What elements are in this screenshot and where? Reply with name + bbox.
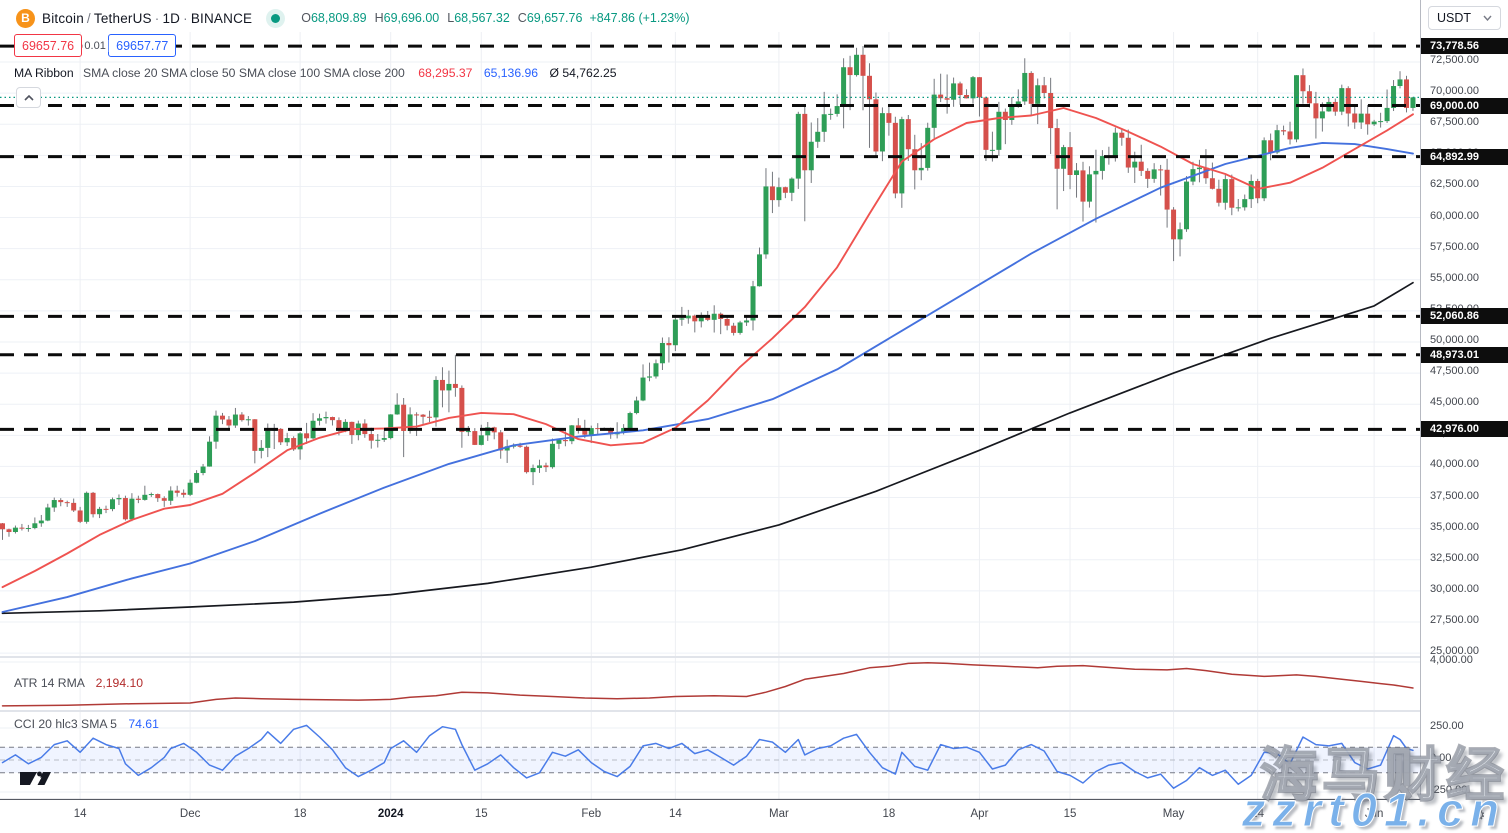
- ma-ribbon-legend[interactable]: MA Ribbon SMA close 20 SMA close 50 SMA …: [14, 66, 617, 80]
- price-level-tag: 69,000.00: [1421, 97, 1508, 114]
- time-tick: Jun: [1364, 808, 1384, 820]
- time-tick: Feb: [581, 808, 602, 820]
- quote-panel: 69657.76 0.01 69657.77: [14, 34, 177, 57]
- sma200-value: Ø 54,762.25: [549, 66, 617, 80]
- price-tick: 47,500.00: [1430, 365, 1479, 378]
- time-tick: Mar: [768, 808, 789, 820]
- time-tick: May: [1162, 808, 1185, 820]
- price-change: +847.86 (+1.23%): [589, 11, 690, 25]
- collapse-pane-button[interactable]: [16, 87, 41, 108]
- time-tick: Apr: [970, 808, 989, 820]
- price-level-tag: 42,976.00: [1421, 421, 1508, 438]
- price-level-tag: 52,060.86: [1421, 308, 1508, 325]
- price-tick: 57,500.00: [1430, 240, 1479, 253]
- time-tick: Dec: [179, 808, 201, 820]
- bitcoin-icon: B: [16, 8, 35, 28]
- price-tick: 60,000.00: [1430, 209, 1479, 222]
- price-tick: 70,000.00: [1430, 85, 1479, 98]
- price-tick: 32,500.00: [1430, 551, 1479, 564]
- chart-header: B Bitcoin / TetherUS · 1D · BINANCE O68,809.89…: [16, 5, 690, 31]
- cci-legend[interactable]: CCI 20 hlc3 SMA 5 74.61: [14, 717, 159, 731]
- ohlc-item: L68,567.32: [447, 11, 510, 25]
- time-tick: 14: [1251, 808, 1265, 820]
- price-tick: 72,500.00: [1430, 54, 1479, 66]
- price-tick: 27,500.00: [1430, 613, 1479, 626]
- price-tick: 67,500.00: [1430, 116, 1479, 129]
- time-tick: 18: [882, 808, 896, 820]
- ohlc-readout: O68,809.89 H69,696.00 L68,567.32 C69,657.76: [301, 11, 582, 25]
- tradingview-icon: [20, 771, 51, 785]
- sma20-value: 68,295.37: [418, 66, 473, 80]
- market-status-icon[interactable]: [271, 13, 281, 23]
- tradingview-logo[interactable]: [18, 769, 52, 792]
- price-level-tag: 48,973.01: [1421, 346, 1508, 363]
- buy-button[interactable]: 69657.77: [108, 34, 177, 57]
- atr-legend[interactable]: ATR 14 RMA 2,194.10: [14, 676, 144, 690]
- atr-tick: 4,000.00: [1430, 654, 1473, 666]
- interval-label: 1D: [162, 10, 181, 26]
- time-tick: 15: [1063, 808, 1077, 820]
- ohlc-item: O68,809.89: [301, 11, 367, 25]
- price-tick: 25,000.00: [1430, 645, 1479, 658]
- sma50-value: 65,136.96: [483, 66, 539, 80]
- cci-tick: 0.00: [1430, 752, 1452, 764]
- time-tick: 2024: [377, 808, 404, 820]
- price-tick: 62,500.00: [1430, 178, 1479, 191]
- ohlc-item: C69,657.76: [517, 11, 583, 25]
- price-tick: 55,000.00: [1430, 271, 1479, 284]
- price-level-tag: 73,778.56: [1421, 38, 1508, 55]
- time-tick: 15: [474, 808, 488, 820]
- settings-gear-icon[interactable]: ⚙: [1472, 807, 1486, 824]
- price-tick: 45,000.00: [1430, 396, 1479, 409]
- time-tick: 14: [668, 808, 682, 820]
- sell-button[interactable]: 69657.76: [14, 34, 83, 57]
- price-tick: 35,000.00: [1430, 520, 1479, 533]
- time-tick: 14: [73, 808, 87, 820]
- cci-value: 74.61: [128, 717, 159, 731]
- atr-value: 2,194.10: [95, 676, 144, 690]
- price-tick: 30,000.00: [1430, 582, 1479, 595]
- spread-value: 0.01: [82, 39, 108, 52]
- currency-dropdown[interactable]: USDT: [1428, 6, 1501, 30]
- time-axis[interactable]: 14 Dec 18 2024 15 Feb 14 Mar 18 Apr 15 May 14 Jun: [0, 800, 1508, 833]
- price-tick: 37,500.00: [1430, 489, 1479, 502]
- cci-tick: 250.00: [1430, 720, 1464, 732]
- price-tick: 40,000.00: [1430, 458, 1479, 471]
- ohlc-item: H69,696.00: [374, 11, 440, 25]
- chevron-up-icon: [23, 94, 34, 101]
- price-axis[interactable]: USDT 72,500.0070,000.0067,500.0065,000.0…: [1421, 0, 1508, 833]
- cci-tick: -250.00: [1430, 784, 1468, 796]
- price-level-tag: 64,892.99: [1421, 148, 1508, 165]
- time-tick: 18: [293, 808, 307, 820]
- price-tick: 50,000.00: [1430, 333, 1479, 346]
- chevron-down-icon: [1483, 15, 1492, 21]
- exchange-label: BINANCE: [190, 10, 253, 26]
- symbol-title[interactable]: Bitcoin / TetherUS · 1D · BINANCE: [42, 10, 253, 26]
